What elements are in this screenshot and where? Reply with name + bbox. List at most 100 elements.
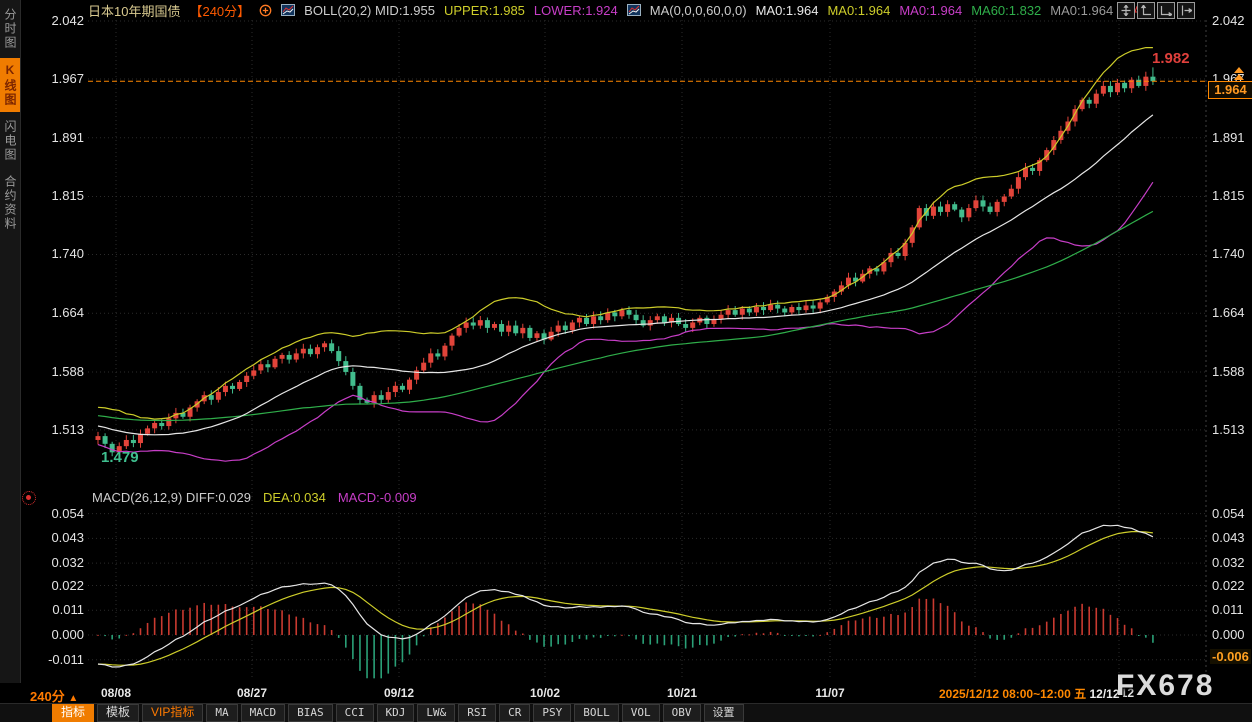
x-axis-label: 09/12 [367,686,431,700]
y-axis-label-left: 1.815 [26,188,84,203]
grid-lines [88,20,1206,680]
indicator-button-bias[interactable]: BIAS [288,704,333,722]
macd-dea: DEA:0.034 [263,490,326,505]
indicator-button-cci[interactable]: CCI [336,704,374,722]
ma60-line [98,211,1153,420]
indicator-button-cr[interactable]: CR [499,704,530,722]
x-axis-label: 08/27 [220,686,284,700]
dea-line [98,532,1153,666]
macd-axis-label-left: 0.054 [26,506,84,521]
y-axis-label-right: 1.513 [1212,422,1245,437]
indicator-button-rsi[interactable]: RSI [458,704,496,722]
low-price-label: 1.479 [101,449,139,466]
macd-axis-label-right: 0.011 [1212,602,1244,617]
macd-axis-label-left: 0.032 [26,555,84,570]
y-axis-label-left: 1.513 [26,422,84,437]
crosshair-icon[interactable] [1117,2,1135,19]
macd-axis-label-right: 0.022 [1212,578,1245,593]
chart-canvas[interactable] [0,0,1252,722]
diff-line [98,525,1153,667]
x-axis-label: 11/07 [798,686,862,700]
macd-value: MACD:-0.009 [338,490,417,505]
period-label: 【240分】 [189,1,250,20]
y-axis-label-right: 1.815 [1212,188,1245,203]
y-axis-label-right: 1.664 [1212,305,1245,320]
up-arrow-icon [1234,67,1244,73]
macd-current-value-badge: -0.006 [1210,649,1251,664]
scroll-to-latest-button[interactable] [1234,66,1244,81]
indicator-button-obv[interactable]: OBV [663,704,701,722]
boll-mini-chart-icon [281,4,295,16]
macd-axis-label-left: 0.043 [26,530,84,545]
macd-axis-label-left: 0.000 [26,627,84,642]
indicator-button-kdj[interactable]: KDJ [377,704,415,722]
tooltip-time-range: 2025/12/12 08:00~12:00 五 [939,687,1086,701]
boll-mid: BOLL(20,2) MID:1.955 [304,3,435,18]
current-price-badge: 1.964 [1208,81,1252,99]
y-axis-label-left: 2.042 [26,13,84,28]
indicator-button-ma[interactable]: MA [206,704,237,722]
ma-value-1: MA0:1.964 [756,3,819,18]
toolbar-tab-templates[interactable]: 模板 [97,704,139,722]
macd-axis-label-left: 0.022 [26,578,84,593]
macd-axis-label-right: 0.054 [1212,506,1245,521]
indicator-button-psy[interactable]: PSY [533,704,571,722]
y-axis-label-right: 1.588 [1212,364,1245,379]
indicator-button-[interactable]: 设置 [704,704,744,722]
bottom-indicator-toolbar: 指标模板VIP指标MAMACDBIASCCIKDJLW&RSICRPSYBOLL… [0,703,1252,722]
x-axis-label: 08/08 [84,686,148,700]
indicator-button-vol[interactable]: VOL [622,704,660,722]
macd-axis-label-left: -0.011 [26,652,84,667]
boll-mid-line [98,115,1153,435]
watermark: FX678 [1116,669,1214,703]
macd-indicator-header: MACD(26,12,9) DIFF:0.029 DEA:0.034 MACD:-0… [92,490,417,505]
y-axis-label-left: 1.967 [26,71,84,86]
collapse-panel-icon[interactable] [1177,2,1195,19]
macd-axis-label-right: 0.032 [1212,555,1245,570]
up-arrow-icon [1234,74,1244,80]
macd-axis-label-left: 0.011 [26,602,84,617]
indicator-button-lw[interactable]: LW& [417,704,455,722]
y-axis-label-left: 1.588 [26,364,84,379]
bar-time-tooltip: 2025/12/12 08:00~12:00 五 12/12 [936,684,1123,702]
ma-value-5: MA0:1.964 [1050,3,1113,18]
y-axis-label-left: 1.664 [26,305,84,320]
x-axis-label: 10/21 [650,686,714,700]
sidebar-tab-flash-chart[interactable]: 闪电图 [0,115,20,167]
ma-params: MA(0,0,0,60,0,0) [650,3,747,18]
y-axis-label-right: 2.042 [1212,13,1245,28]
axis-scale-bottom-icon[interactable] [1157,2,1175,19]
ma-value-4: MA60:1.832 [971,3,1041,18]
ma-value-2: MA0:1.964 [827,3,890,18]
macd-params-diff: MACD(26,12,9) DIFF:0.029 [92,490,251,505]
sidebar-tab-kline-chart[interactable]: K线图 [0,58,20,112]
boll-upper-line [98,48,1153,420]
period-label: 240分 [30,689,65,704]
axis-scale-left-icon[interactable] [1137,2,1155,19]
panel-marker-icon[interactable] [22,491,36,505]
boll-upper: UPPER:1.985 [444,3,525,18]
tooltip-date: 12/12 [1089,687,1119,701]
macd-axis-label-right: 0.043 [1212,530,1245,545]
sidebar-tab-contract-info[interactable]: 合约资料 [0,170,20,236]
left-sidebar: 分时图 K线图闪电图合约资料 [0,0,21,683]
boll-lower-line [98,182,1153,461]
boll-lower: LOWER:1.924 [534,3,618,18]
y-axis-label-right: 1.740 [1212,246,1245,261]
high-price-label: 1.982 [1152,50,1190,67]
toolbar-tab-indicators[interactable]: 指标 [52,704,94,722]
indicator-button-macd[interactable]: MACD [241,704,286,722]
x-axis-label: 10/02 [513,686,577,700]
indicator-header: 日本10年期国债【240分】 BOLL(20,2) MID:1.955 UPPER:… [88,0,1142,20]
toolbar-tab-vip[interactable]: VIP指标 [142,704,203,722]
macd-layer [97,525,1154,678]
sidebar-tab-time-chart[interactable]: 分时图 [0,3,20,55]
y-axis-label-left: 1.740 [26,246,84,261]
symbol-title: 日本10年期国债 [88,1,180,20]
indicator-button-boll[interactable]: BOLL [574,704,619,722]
chart-toolbar-icons [1117,2,1195,19]
macd-axis-label-right: 0.000 [1212,627,1245,642]
y-axis-label-right: 1.891 [1212,130,1245,145]
ma-mini-chart-icon [627,4,641,16]
trading-app-window: 分时图 K线图闪电图合约资料 日本10年期国债【240分】 BOLL(20,2) M… [0,0,1252,722]
